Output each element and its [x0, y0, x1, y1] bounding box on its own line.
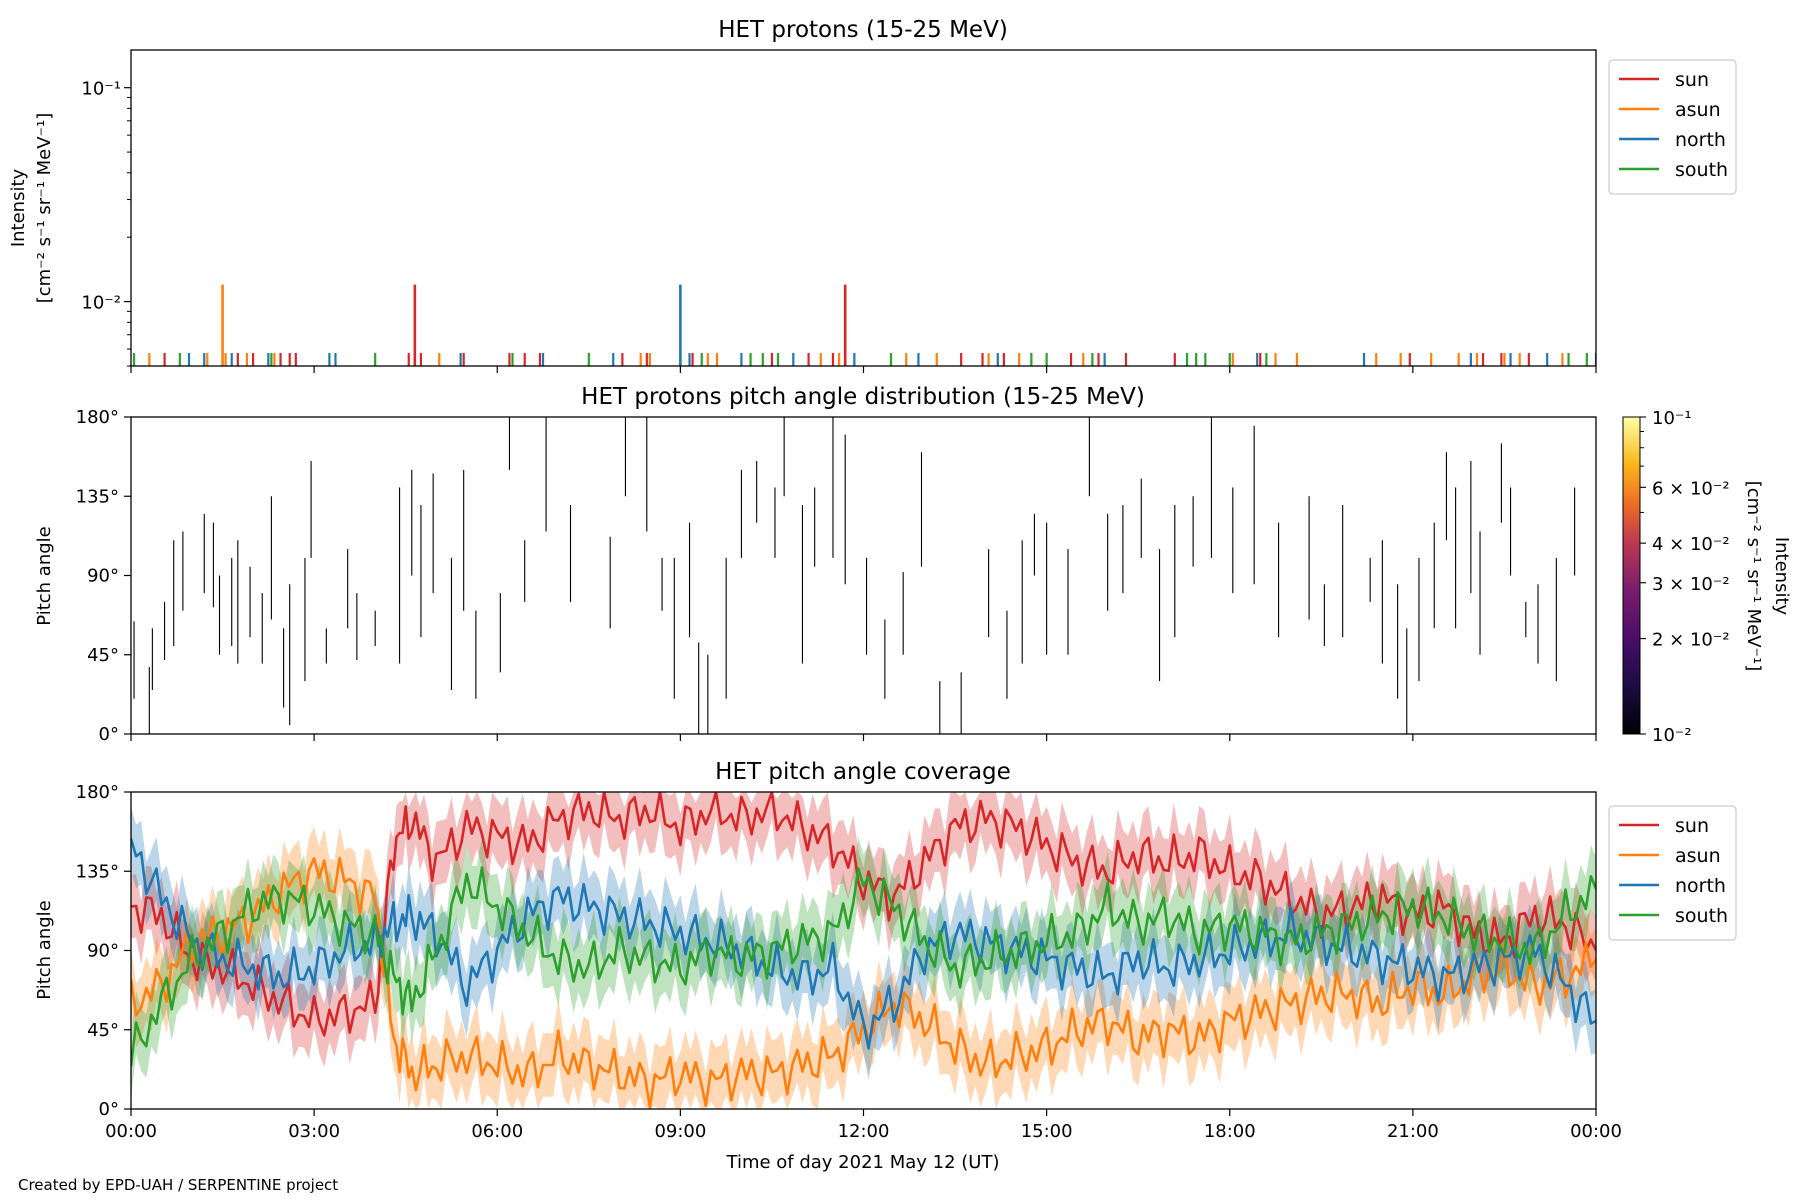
legend-label-south: south: [1675, 159, 1728, 181]
panel-intensity: HET protons (15-25 MeV) Intensity [cm⁻² …: [8, 17, 1737, 373]
panel2-frame: [130, 416, 1597, 735]
colorbar-tick-label: 3 × 10⁻²: [1652, 574, 1730, 595]
panel1-ylabel-line2: [cm⁻² s⁻¹ sr⁻¹ MeV⁻¹]: [34, 113, 55, 304]
y-tick-label: 180°: [76, 407, 119, 428]
panel2-title: HET protons pitch angle distribution (15…: [581, 384, 1145, 410]
x-tick-label: 00:00: [1570, 1121, 1622, 1142]
panel3-xticks: 00:00 03:00 06:00 09:00 12:00 15:00 18:00 21:00…: [105, 1109, 1622, 1142]
y-tick-label: 135°: [76, 861, 119, 882]
y-tick-label: 0°: [99, 1099, 119, 1120]
legend-label-sun: sun: [1675, 815, 1709, 837]
credit-text: Created by EPD-UAH / SERPENTINE project: [18, 1176, 338, 1194]
colorbar-label-line2: [cm⁻² s⁻¹ sr⁻¹ MeV⁻¹]: [1743, 481, 1764, 672]
panel3-legend: sun asun north south: [1608, 805, 1737, 941]
coverage-line-asun: [131, 856, 1596, 1109]
coverage-band-asun: [131, 826, 1596, 1109]
panel2-yticks: 0° 45° 90° 135° 180°: [76, 407, 131, 745]
y-tick-label: 180°: [76, 782, 119, 803]
panel1-xticks: [130, 366, 1597, 373]
y-tick-label: 90°: [87, 566, 119, 587]
panel2-xticks: [130, 734, 1597, 741]
colorbar-tick-label: 10⁻¹: [1652, 408, 1692, 429]
colorbar-tick-label: 6 × 10⁻²: [1652, 478, 1730, 499]
y-tick-label: 10⁻²: [81, 293, 121, 314]
panel-coverage: HET pitch angle coverage Pitch angle 0° 4…: [34, 759, 1737, 1173]
panel3-ylabel: Pitch angle: [34, 900, 55, 999]
panel1-frame: [130, 49, 1597, 367]
colorbar-tick-label: 10⁻²: [1652, 725, 1692, 746]
colorbar-tick-label: 2 × 10⁻²: [1652, 630, 1730, 651]
panel3-lines: [131, 792, 1596, 1109]
legend-label-south: south: [1675, 905, 1728, 927]
x-tick-label: 15:00: [1021, 1121, 1073, 1142]
legend-box: [1608, 805, 1737, 941]
panel3-title: HET pitch angle coverage: [715, 759, 1011, 785]
panel1-series: [132, 284, 1596, 366]
coverage-line-north: [131, 838, 1596, 1050]
legend-label-north: north: [1675, 875, 1726, 897]
x-tick-label: 12:00: [838, 1121, 890, 1142]
y-tick-label: 45°: [87, 645, 119, 666]
colorbar-tick-label: 4 × 10⁻²: [1652, 534, 1730, 555]
x-tick-label: 03:00: [288, 1121, 340, 1142]
legend-label-asun: asun: [1675, 99, 1721, 121]
colorbar-ticks: 10⁻² 2 × 10⁻² 3 × 10⁻² 4 × 10⁻² 6 × 10⁻² 10⁻¹: [1640, 408, 1730, 746]
y-tick-label: 45°: [87, 1020, 119, 1041]
y-tick-label: 90°: [87, 941, 119, 962]
x-tick-label: 21:00: [1387, 1121, 1439, 1142]
colorbar: [1622, 416, 1641, 735]
panel1-legend: sun asun north south: [1608, 59, 1737, 195]
panel1-title: HET protons (15-25 MeV): [718, 17, 1008, 43]
x-tick-label: 00:00: [105, 1121, 157, 1142]
panel3-yticks: 0° 45° 90° 135° 180°: [76, 782, 131, 1120]
panel3-frame: [130, 791, 1597, 1110]
coverage-line-south: [131, 866, 1596, 1067]
coverage-band-south: [131, 835, 1596, 1098]
y-tick-label: 135°: [76, 486, 119, 507]
legend-label-asun: asun: [1675, 845, 1721, 867]
panel2-ylabel: Pitch angle: [34, 526, 55, 625]
x-axis-label: Time of day 2021 May 12 (UT): [726, 1152, 1000, 1173]
panel1-ylabel-line1: Intensity: [8, 168, 29, 247]
legend-label-north: north: [1675, 129, 1726, 151]
panel-pad: HET protons pitch angle distribution (15…: [34, 384, 1792, 746]
y-tick-label: 10⁻¹: [81, 79, 121, 100]
x-tick-label: 18:00: [1204, 1121, 1256, 1142]
coverage-band-sun: [131, 792, 1596, 1067]
panel2-segments: [133, 417, 1576, 734]
legend-label-sun: sun: [1675, 69, 1709, 91]
y-tick-label: 0°: [99, 724, 119, 745]
legend-box: [1608, 59, 1737, 195]
x-tick-label: 09:00: [654, 1121, 706, 1142]
panel1-yticks: 10⁻² 10⁻¹: [81, 79, 131, 367]
x-tick-label: 06:00: [471, 1121, 523, 1142]
colorbar-label-line1: Intensity: [1771, 537, 1792, 616]
